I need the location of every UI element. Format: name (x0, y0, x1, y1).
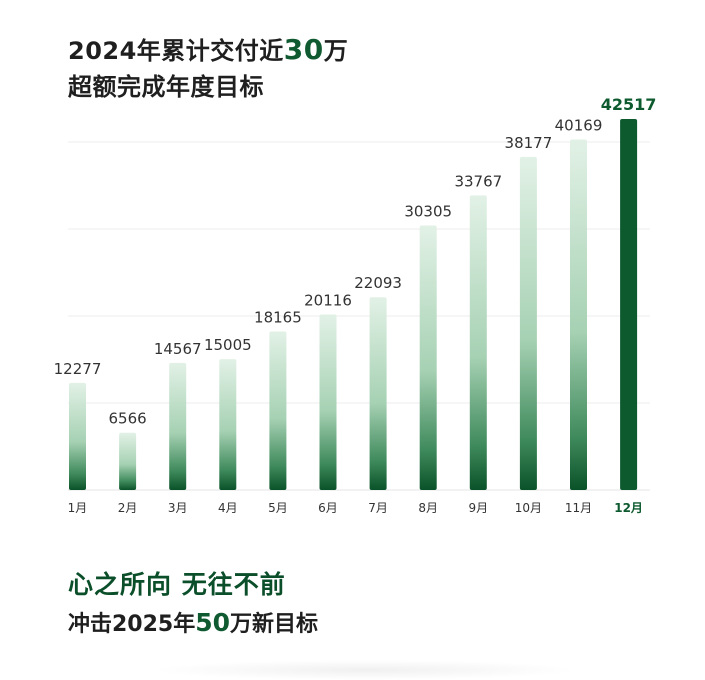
x-tick-label: 4月 (218, 501, 238, 515)
headline: 2024年累计交付近30万 超额完成年度目标 (68, 32, 348, 105)
value-label: 33767 (454, 172, 502, 190)
value-label: 14567 (154, 340, 202, 358)
bar-4月 (219, 359, 237, 490)
x-tick-label: 1月 (68, 501, 88, 515)
x-tick-label: 7月 (368, 501, 388, 515)
target-prefix: 冲击2025年 (68, 612, 196, 637)
x-tick-label: 5月 (268, 501, 288, 515)
value-label: 6566 (109, 410, 147, 428)
bar-7月 (369, 297, 387, 490)
target-suffix: 万新目标 (230, 612, 319, 637)
bar-3月 (169, 362, 187, 490)
x-tick-label: 9月 (468, 501, 488, 515)
bar-5月 (269, 331, 287, 490)
value-label: 40169 (555, 116, 603, 134)
x-tick-label: 2月 (118, 501, 138, 515)
bars (69, 119, 638, 491)
headline-suffix: 万 (323, 37, 349, 65)
x-tick-label: 8月 (418, 501, 438, 515)
bar-1月 (69, 382, 86, 490)
x-tick-label: 6月 (318, 501, 338, 515)
value-label: 18165 (254, 308, 302, 326)
value-label: 42517 (601, 95, 657, 114)
x-tick-label: 12月 (614, 501, 643, 515)
headline-prefix: 2024年累计交付近 (68, 37, 284, 65)
gridlines (68, 141, 650, 491)
value-label: 12277 (54, 360, 102, 378)
x-tick-label: 10月 (515, 501, 542, 515)
bottom-shadow (150, 660, 580, 680)
bar-10月 (519, 156, 537, 491)
bar-2月 (119, 432, 137, 490)
value-label: 22093 (354, 274, 402, 292)
x-tick-label: 11月 (565, 501, 592, 515)
x-tick-label: 3月 (168, 501, 188, 515)
value-label: 30305 (404, 203, 452, 221)
value-label: 20116 (304, 291, 352, 309)
headline-line2: 超额完成年度目标 (68, 73, 264, 101)
bar-9月 (469, 195, 487, 490)
x-tick-labels: 1月 2月 3月 4月 5月 6月 7月 8月 9月 10月 11月 12月 (68, 501, 643, 515)
value-label: 15005 (204, 336, 252, 354)
bar-8月 (419, 225, 437, 490)
headline-line1: 2024年累计交付近30万 (68, 32, 348, 69)
headline-number: 30 (283, 33, 324, 66)
target-number: 50 (195, 608, 231, 637)
target-line: 冲击2025年50万新目标 (68, 606, 318, 638)
bar-12月 (620, 119, 638, 490)
bar-11月 (570, 139, 587, 490)
slogan: 心之所向 无往不前 (68, 570, 286, 599)
value-label: 38177 (505, 134, 553, 152)
bar-6月 (319, 314, 337, 490)
